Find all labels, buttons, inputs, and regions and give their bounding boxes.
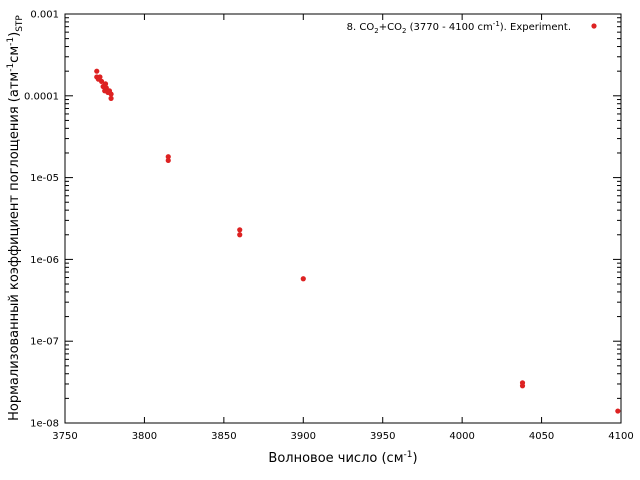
y-tick-label: 1e-08: [30, 419, 59, 430]
x-tick-label: 3850: [211, 431, 236, 442]
legend: 8. CO2+CO2 (3770 - 4100 cm-1). Experimen…: [347, 20, 597, 35]
data-points: [94, 68, 621, 414]
y-tick-label: 1e-07: [30, 337, 59, 348]
plot-frame: [64, 13, 622, 424]
data-point: [165, 157, 171, 164]
data-point: [615, 408, 621, 414]
data-point: [300, 276, 306, 282]
legend-label: 8. CO2+CO2 (3770 - 4100 cm-1). Experimen…: [347, 20, 571, 35]
y-tick-label: 1e-05: [30, 173, 59, 184]
x-tick-label: 4000: [449, 431, 474, 442]
data-point: [519, 383, 526, 389]
x-tick-label: 4100: [608, 431, 633, 442]
x-axis-title: Волновое число (см-1): [268, 450, 417, 466]
y-axis-title: Нормализованный коэффициент поглощения (…: [6, 15, 25, 421]
x-axis-ticks: 3750 3800 3850 3900 3950 4000 4050 4100: [52, 14, 634, 442]
x-tick-label: 4050: [529, 431, 554, 442]
y-tick-label: 0.0001: [24, 91, 59, 102]
x-tick-label: 3900: [291, 431, 316, 442]
x-tick-label: 3800: [132, 431, 157, 442]
data-point: [108, 95, 114, 101]
data-point: [237, 227, 243, 233]
x-tick-label: 3950: [370, 431, 395, 442]
y-tick-label: 0.001: [30, 10, 59, 21]
y-tick-label: 1e-06: [30, 255, 59, 266]
data-point: [165, 154, 171, 160]
x-tick-label: 3750: [52, 431, 77, 442]
data-point: [108, 91, 114, 97]
data-point: [94, 68, 100, 74]
data-point: [97, 74, 103, 80]
y-axis-ticks: 1e-08 1e-07 1e-06 1e-05 0.0001 0.001: [24, 10, 621, 430]
data-point: [98, 78, 105, 84]
legend-marker: [591, 23, 597, 29]
data-point: [102, 81, 109, 87]
data-point: [237, 232, 243, 238]
